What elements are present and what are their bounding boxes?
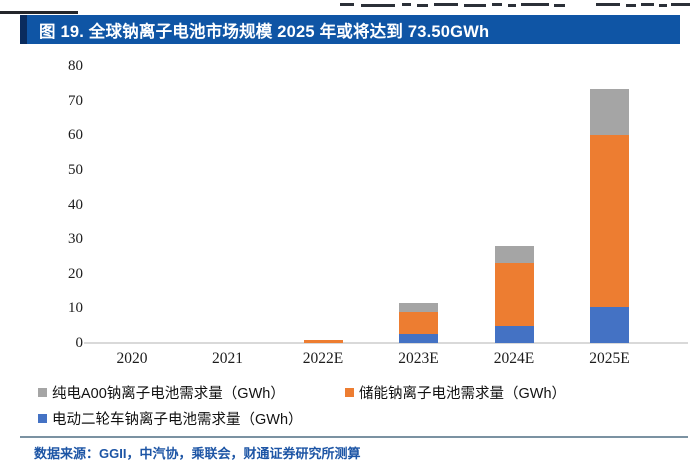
footer-divider [20,436,688,438]
legend-label: 储能钠离子电池需求量（GWh） [359,386,567,402]
figure-title: 图 19. 全球钠离子电池市场规模 2025 年或将达到 73.50GWh [39,22,490,41]
stacked-bar-2022E [303,339,343,343]
legend-marker-orange [345,388,354,397]
bar-segment [303,339,343,343]
legend-marker-blue [38,414,47,423]
y-axis-tick-label: 80 [68,58,83,74]
stacked-bar-2023E [399,303,438,343]
cropped-text-fragment [361,4,395,7]
y-axis-tick-label: 0 [75,335,84,351]
cropped-text-fragment [464,4,486,7]
cropped-text-fragment [626,4,636,7]
title-bar-left-edge [20,15,27,44]
x-axis-tick-label: 2025E [589,350,630,367]
bar-segment [399,334,438,343]
x-axis-tick-label: 2022E [302,350,344,367]
stacked-bar-2025E [590,88,629,343]
x-axis-tick-label: 2024E [493,350,535,367]
legend-item-two-wheeler: 电动二轮车钠离子电池需求量（GWh） [38,408,303,429]
x-axis-line [84,342,688,344]
legend-item-a00: 纯电A00钠离子电池需求量（GWh） [38,382,285,403]
y-axis-tick-label: 20 [68,265,83,282]
cropped-text-fragment [508,4,516,7]
legend-label: 纯电A00钠离子电池需求量（GWh） [52,386,285,402]
cropped-text-fragment [0,11,78,14]
figure-title-bar: 图 19. 全球钠离子电池市场规模 2025 年或将达到 73.50GWh [20,15,680,44]
y-axis-tick-label: 60 [68,127,83,144]
cropped-text-fragment [554,4,565,7]
cropped-text-fragment [417,4,428,7]
cropped-text-fragment [340,3,354,6]
y-axis-tick-label: 40 [68,196,83,213]
y-axis-tick-label: 70 [68,92,83,109]
bar-segment [590,88,629,136]
y-axis-tick-label: 30 [68,231,83,248]
cropped-text-fragment [596,3,620,6]
legend-marker-gray [38,388,47,397]
stacked-bar-2024E [494,246,534,343]
cropped-text-fragment [521,3,549,6]
bar-segment [399,311,438,335]
cropped-text-fragment [402,3,411,6]
y-axis-tick-label: 10 [68,300,83,317]
data-source-note: 数据来源：GGII，中汽协，乘联会，财通证券研究所测算 [34,446,361,461]
cropped-text-fragment [492,3,502,6]
x-axis-tick-label: 2021 [212,350,243,367]
legend-item-storage: 储能钠离子电池需求量（GWh） [345,382,566,403]
cropped-text-fragment [641,3,654,6]
x-axis-tick-label: 2023E [398,350,439,367]
y-axis-tick-label: 50 [68,161,83,178]
bar-segment [494,263,534,326]
cropped-text-fragment [659,4,667,7]
bar-segment [590,135,629,307]
bar-segment [494,246,534,264]
bar-segment [494,325,534,343]
cropped-text-fragment [434,3,458,6]
x-axis-tick-label: 2020 [116,350,148,367]
cropped-text-fragment [671,3,690,6]
bar-segment [399,303,438,312]
bar-segment [590,306,629,343]
legend-label: 电动二轮车钠离子电池需求量（GWh） [52,412,303,428]
